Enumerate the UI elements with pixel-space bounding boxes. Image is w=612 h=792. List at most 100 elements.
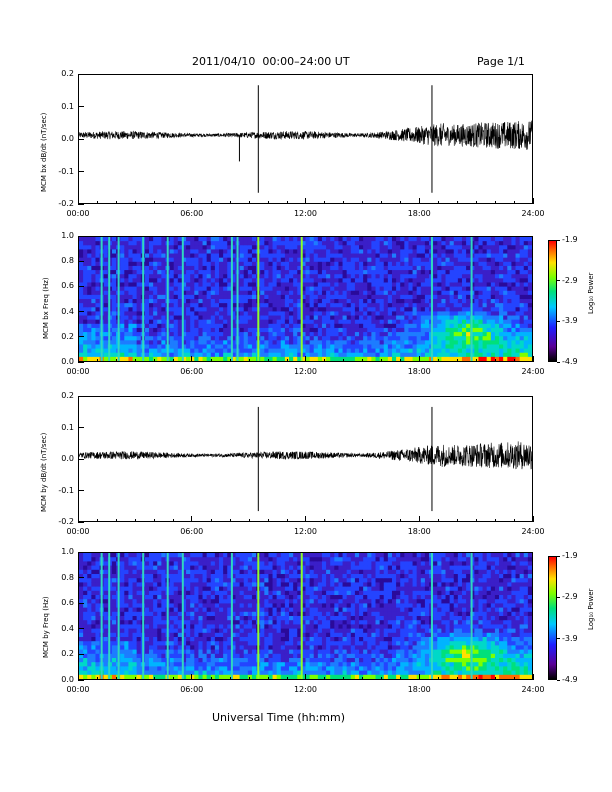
x-tick-label: 24:00 <box>521 685 545 694</box>
x-minor-tick <box>96 519 98 522</box>
y-tick-label: -0.1 <box>58 485 74 495</box>
x-minor-tick <box>324 519 326 522</box>
x-minor-tick <box>96 359 98 362</box>
x-minor-tick <box>172 677 174 680</box>
x-major-tick <box>532 674 534 680</box>
colorbar-tick-label: -2.9 <box>562 275 578 285</box>
x-minor-tick <box>457 519 459 522</box>
broadband-line <box>166 553 169 679</box>
x-minor-tick <box>495 359 497 362</box>
x-minor-tick <box>362 201 364 204</box>
x-minor-tick <box>476 359 478 362</box>
y-tick-label: 0.2 <box>61 69 74 78</box>
y-major-tick <box>78 235 84 237</box>
spectrogram-svg <box>79 553 532 679</box>
y-major-tick <box>78 311 84 313</box>
plot-title: 2011/04/10 00:00–24:00 UT <box>192 55 350 68</box>
y-major-tick <box>78 521 84 523</box>
bx-waveform-panel <box>78 74 533 204</box>
y-major-tick <box>78 73 84 75</box>
waveform-svg <box>79 406 532 512</box>
x-major-tick <box>191 356 193 362</box>
y-tick-label: 0.0 <box>61 454 74 463</box>
x-minor-tick <box>343 519 345 522</box>
y-tick-label: 0.6 <box>61 598 74 608</box>
x-major-tick <box>77 198 79 204</box>
x-minor-tick <box>400 519 402 522</box>
x-minor-tick <box>134 519 136 522</box>
x-axis-label: Universal Time (hh:mm) <box>212 711 345 724</box>
broadband-line <box>108 237 111 361</box>
broadband-line <box>100 553 103 679</box>
broadband-line <box>236 237 239 361</box>
x-minor-tick <box>324 201 326 204</box>
x-minor-tick <box>476 201 478 204</box>
x-minor-tick <box>229 677 231 680</box>
x-minor-tick <box>400 359 402 362</box>
x-tick-label: 00:00 <box>66 685 90 694</box>
colorbar-tick-label: -3.9 <box>562 316 578 326</box>
broadband-line <box>166 237 169 361</box>
y-major-tick <box>78 138 84 140</box>
x-tick-label: 12:00 <box>293 685 318 694</box>
x-minor-tick <box>248 201 250 204</box>
x-minor-tick <box>476 519 478 522</box>
bx-waveform-ylabel: MCM bx dB/dt (nT/sec) <box>40 112 48 192</box>
x-minor-tick <box>495 201 497 204</box>
colorbar-tick-label: -1.9 <box>562 235 578 244</box>
x-minor-tick <box>362 677 364 680</box>
y-tick-label: 0.4 <box>61 306 74 316</box>
y-tick-label: 0.0 <box>61 357 74 366</box>
y-tick-label: -0.1 <box>58 166 74 176</box>
y-tick-label: 0.6 <box>61 281 74 291</box>
x-tick-label: 06:00 <box>180 209 204 218</box>
x-minor-tick <box>172 519 174 522</box>
colorbar-tick-label: -2.9 <box>562 592 578 602</box>
x-tick-label: 00:00 <box>66 209 90 218</box>
x-minor-tick <box>115 519 117 522</box>
x-major-tick <box>191 516 193 522</box>
y-tick-label: 0.2 <box>61 391 74 400</box>
x-major-tick <box>418 516 420 522</box>
x-tick-label: 18:00 <box>407 367 431 376</box>
x-minor-tick <box>210 519 212 522</box>
x-minor-tick <box>438 201 440 204</box>
broadband-line <box>257 553 260 679</box>
x-minor-tick <box>343 201 345 204</box>
y-major-tick <box>78 361 84 363</box>
x-minor-tick <box>134 677 136 680</box>
broadband-line <box>142 237 145 361</box>
x-minor-tick <box>438 359 440 362</box>
colorbar-label: Log₁₀ Power <box>587 588 595 630</box>
x-minor-tick <box>476 677 478 680</box>
y-major-tick <box>78 203 84 205</box>
x-minor-tick <box>248 519 250 522</box>
x-minor-tick <box>210 201 212 204</box>
x-minor-tick <box>134 201 136 204</box>
x-major-tick <box>191 674 193 680</box>
x-minor-tick <box>438 677 440 680</box>
x-tick-label: 24:00 <box>521 209 545 218</box>
x-major-tick <box>418 674 420 680</box>
broadband-line <box>108 553 111 679</box>
y-tick-label: 0.0 <box>61 675 74 684</box>
broadband-line <box>430 553 433 679</box>
x-minor-tick <box>381 519 383 522</box>
colorbar-tick-label: -3.9 <box>562 633 578 643</box>
spectrogram-cells <box>79 237 532 361</box>
colorbar-label: Log₁₀ Power <box>587 272 595 314</box>
waveform-series <box>79 120 532 150</box>
x-major-tick <box>532 356 534 362</box>
colorbar-tick <box>557 280 560 282</box>
x-tick-label: 06:00 <box>180 527 204 536</box>
x-tick-label: 12:00 <box>293 367 318 376</box>
x-minor-tick <box>229 359 231 362</box>
x-minor-tick <box>381 201 383 204</box>
broadband-line <box>470 553 473 679</box>
spectrogram-cells <box>79 553 532 679</box>
x-tick-label: 18:00 <box>407 209 431 218</box>
y-tick-label: 0.1 <box>61 422 74 432</box>
x-major-tick <box>305 198 306 204</box>
broadband-line <box>257 237 260 361</box>
x-major-tick <box>77 356 79 362</box>
